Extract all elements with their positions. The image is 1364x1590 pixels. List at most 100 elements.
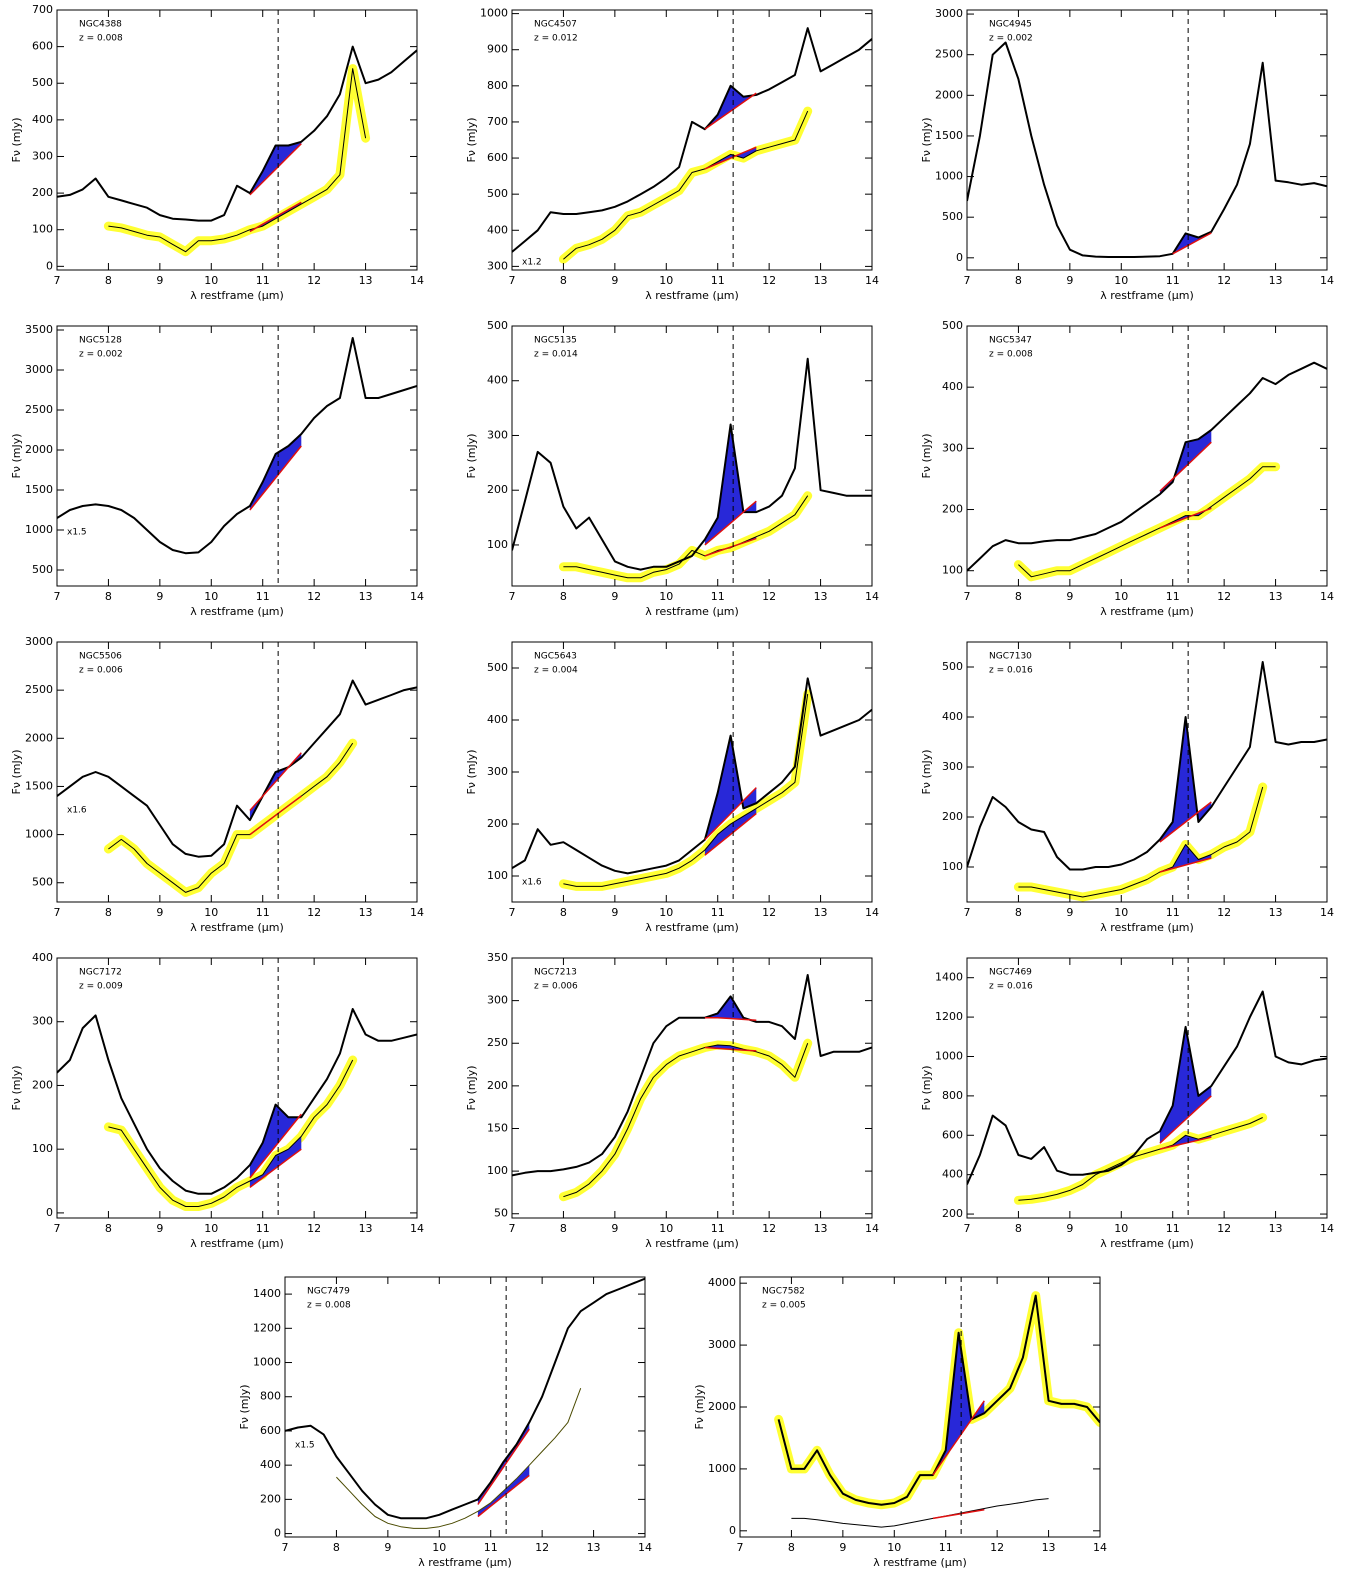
y-tick-label: 300 (32, 149, 53, 162)
y-tick-label: 0 (956, 251, 963, 264)
scale-label: x1.6 (67, 806, 87, 816)
spectrum-line (967, 41, 1327, 258)
y-tick-label: 100 (487, 869, 508, 882)
x-tick-label: 9 (156, 274, 163, 287)
x-tick-label: 14 (410, 1222, 424, 1235)
redshift-label: z = 0.006 (79, 666, 123, 676)
continuum-line (249, 1113, 302, 1179)
continuum-line (704, 146, 757, 170)
y-tick-label: 1200 (253, 1321, 281, 1334)
x-tick-label: 7 (964, 906, 971, 919)
x-tick-label: 12 (762, 274, 776, 287)
plot-frame (511, 957, 873, 1219)
y-tick-label: 200 (942, 810, 963, 823)
y-tick-label: 0 (46, 1206, 53, 1219)
x-tick-label: 8 (1015, 1222, 1022, 1235)
y-tick-label: 400 (487, 713, 508, 726)
spectrum-line (285, 1277, 645, 1520)
feature-fill (704, 85, 757, 130)
panel-title: NGC5506 (79, 652, 122, 662)
x-tick-label: 9 (1066, 274, 1073, 287)
feature-fill (249, 434, 302, 510)
panel: 7 8 9 10 11 12 13 14 0 100 200 300 400 500 600 700 λ res… (10, 3, 424, 302)
y-tick-label: 3500 (25, 323, 53, 336)
x-tick-label: 7 (964, 590, 971, 603)
plot-frame (56, 325, 418, 587)
continuum-line (1159, 801, 1212, 843)
y-tick-label: 500 (942, 319, 963, 332)
y-tick-label: 600 (487, 151, 508, 164)
redshift-label: z = 0.008 (79, 34, 123, 44)
x-tick-label: 7 (509, 1222, 516, 1235)
x-tick-label: 13 (1269, 1222, 1283, 1235)
panel: 7 8 9 10 11 12 13 14 0 100 200 300 400 λ restframe (μ… (10, 951, 424, 1250)
y-tick-label: 200 (260, 1492, 281, 1505)
x-tick-label: 11 (711, 906, 725, 919)
error-band (1013, 782, 1268, 902)
x-tick-label: 13 (1269, 274, 1283, 287)
x-tick-label: 8 (333, 1541, 340, 1554)
x-tick-label: 9 (1066, 906, 1073, 919)
y-tick-label: 400 (487, 223, 508, 236)
y-tick-label: 2500 (935, 48, 963, 61)
continuum-line (704, 1016, 757, 1021)
scale-label: x1.5 (67, 528, 87, 538)
redshift-label: z = 0.012 (534, 34, 578, 44)
x-tick-label: 14 (410, 906, 424, 919)
y-axis-label: Fν (mJy) (10, 433, 23, 478)
x-tick-label: 14 (410, 590, 424, 603)
y-tick-label: 300 (942, 441, 963, 454)
error-band (1013, 462, 1281, 582)
x-tick-label: 12 (762, 1222, 776, 1235)
x-axis-label: λ restframe (μm) (1100, 605, 1194, 618)
panel-title: NGC7582 (762, 1287, 805, 1297)
panel: 7 8 9 10 11 12 13 14 500 1000 1500 2000 2500 3000 3500… (10, 323, 424, 618)
continuum-line (704, 787, 757, 841)
panel: 7 8 9 10 11 12 13 14 50 100 150 200 250 300 350 λ restf… (465, 951, 879, 1250)
y-tick-label: 100 (32, 223, 53, 236)
x-tick-label: 11 (256, 590, 270, 603)
x-tick-label: 7 (54, 274, 61, 287)
y-tick-label: 600 (260, 1424, 281, 1437)
y-axis-label: Fν (mJy) (693, 1384, 706, 1429)
y-tick-label: 300 (942, 760, 963, 773)
x-tick-label: 8 (1015, 274, 1022, 287)
spectrum-line (967, 661, 1327, 871)
y-tick-label: 400 (487, 374, 508, 387)
continuum-line (1159, 507, 1212, 529)
spectrum-line (563, 693, 809, 887)
spectrum-line (512, 27, 872, 253)
feature-fill (932, 1332, 985, 1476)
spectrum-line (1018, 786, 1264, 898)
panel-title: NGC4945 (989, 20, 1032, 30)
spectrum-line (57, 1008, 417, 1195)
redshift-label: z = 0.014 (534, 350, 578, 360)
x-tick-label: 11 (1166, 274, 1180, 287)
y-tick-label: 400 (942, 380, 963, 393)
y-axis-label: Fν (mJy) (465, 1065, 478, 1110)
panel-title: NGC5128 (79, 336, 122, 346)
y-tick-label: 0 (729, 1524, 736, 1537)
continuum-line (704, 537, 757, 557)
y-tick-label: 100 (942, 564, 963, 577)
y-tick-label: 2000 (935, 88, 963, 101)
x-tick-label: 7 (509, 590, 516, 603)
spectrum-line (108, 742, 354, 893)
x-tick-label: 7 (54, 1222, 61, 1235)
plot-area (512, 974, 872, 1202)
continuum-line (704, 92, 757, 130)
y-tick-label: 1000 (25, 523, 53, 536)
redshift-label: z = 0.002 (989, 34, 1033, 44)
spectrum-line (791, 1498, 1049, 1528)
panel-title: NGC4507 (534, 20, 577, 30)
plot-area (967, 990, 1327, 1205)
plot-area (57, 1008, 417, 1211)
spectrum-line (563, 1043, 809, 1198)
continuum-line (249, 795, 302, 836)
x-tick-label: 9 (839, 1541, 846, 1554)
continuum-line (704, 500, 757, 546)
continuum-line (477, 1474, 530, 1518)
x-tick-label: 13 (1042, 1541, 1056, 1554)
redshift-label: z = 0.006 (534, 982, 578, 992)
